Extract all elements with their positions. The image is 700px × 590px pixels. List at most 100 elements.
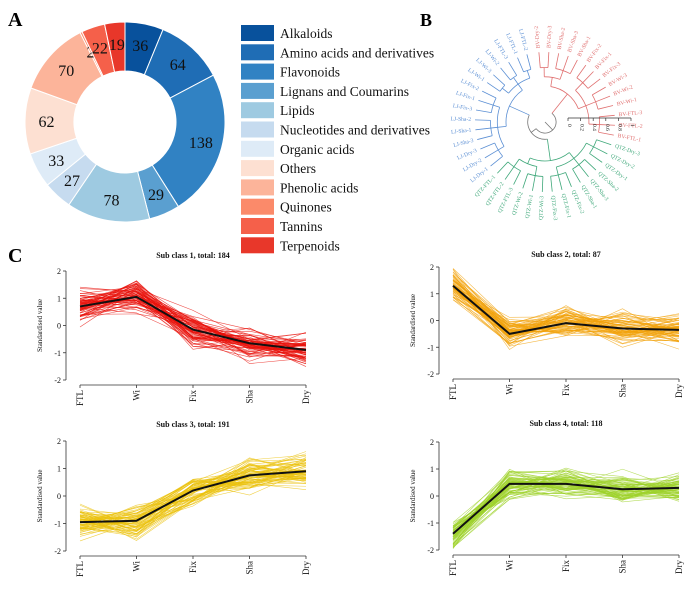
tree-branch bbox=[493, 75, 504, 85]
legend-label: Nucleotides and derivatives bbox=[280, 123, 430, 138]
tree-branch bbox=[514, 159, 519, 167]
legend-label: Tannins bbox=[280, 219, 323, 234]
tree-leaf-label: LJ-Sha-2 bbox=[450, 116, 471, 123]
profile-line bbox=[80, 304, 306, 367]
profile-line bbox=[80, 284, 306, 344]
tree-branch bbox=[569, 153, 574, 159]
tree-branch bbox=[480, 143, 494, 149]
tree-branch bbox=[498, 126, 507, 127]
tree-branch bbox=[556, 167, 558, 175]
tree-branch bbox=[477, 136, 492, 140]
tree-branch bbox=[558, 175, 562, 190]
x-tick-label: Fix bbox=[561, 384, 571, 397]
tree-branch bbox=[563, 56, 568, 71]
x-tick-label: Wi bbox=[132, 390, 142, 401]
y-tick-label: 0 bbox=[57, 322, 61, 331]
y-tick-label: 2 bbox=[57, 437, 61, 446]
tree-branch bbox=[592, 87, 605, 95]
legend-label: Lipids bbox=[280, 103, 315, 118]
tree-branch bbox=[498, 146, 504, 149]
tree-branch bbox=[517, 58, 523, 72]
tree-branch bbox=[487, 83, 500, 92]
x-tick-label: Dry bbox=[301, 561, 311, 575]
legend-swatch bbox=[241, 160, 274, 176]
tree-branch bbox=[599, 115, 614, 116]
scale-tick-label: 0 bbox=[566, 124, 572, 127]
panel-label-b: B bbox=[420, 10, 432, 30]
tree-leaf-label: BV-FTL-1 bbox=[617, 133, 642, 143]
tree-branch bbox=[548, 52, 549, 67]
legend-label: Phenolic acids bbox=[280, 180, 358, 195]
x-tick-label: Sha bbox=[245, 390, 255, 404]
legend-label: Organic acids bbox=[280, 142, 354, 157]
tree-leaf-label: BV-Wi-2 bbox=[613, 84, 634, 97]
scale-tick-label: 0.2 bbox=[579, 124, 585, 131]
y-tick-label: -2 bbox=[427, 546, 434, 555]
tree-branch bbox=[585, 159, 596, 170]
legend-label: Flavonoids bbox=[280, 65, 340, 80]
legend-swatch bbox=[241, 64, 274, 80]
x-tick-label: Sha bbox=[618, 560, 628, 574]
y-tick-label: -2 bbox=[54, 376, 61, 385]
tree-branch bbox=[485, 150, 498, 158]
tree-branch bbox=[570, 60, 577, 74]
donut-value-label: 78 bbox=[103, 192, 119, 209]
tree-branch bbox=[528, 158, 530, 164]
tree-branch bbox=[531, 129, 536, 133]
tree-branch bbox=[599, 132, 614, 135]
legend-swatch bbox=[241, 199, 274, 215]
y-tick-label: -1 bbox=[427, 519, 434, 528]
panel-label-a: A bbox=[8, 9, 23, 31]
subplot-title: Sub class 2, total: 87 bbox=[531, 250, 601, 259]
tree-branch bbox=[482, 91, 496, 98]
tree-branch bbox=[588, 79, 600, 89]
legend-swatch bbox=[241, 237, 274, 253]
y-tick-label: 2 bbox=[430, 438, 434, 447]
subplot-title: Sub class 4, total: 118 bbox=[529, 419, 602, 428]
tree-leaf-label: BV-Wi-1 bbox=[616, 97, 637, 108]
legend-swatch bbox=[241, 25, 274, 41]
tree-branch bbox=[566, 172, 572, 186]
x-tick-label: Fix bbox=[561, 560, 571, 573]
legend-label: Lignans and Coumarins bbox=[280, 84, 409, 99]
tree-leaf-label: LJ-Fix-3 bbox=[452, 103, 473, 112]
tree-branch bbox=[493, 105, 499, 107]
legend-swatch bbox=[241, 218, 274, 234]
tree-branch bbox=[476, 110, 491, 113]
x-tick-label: Sha bbox=[245, 561, 255, 575]
tree-branch bbox=[491, 127, 498, 128]
tree-leaf-label: BV-Dry-3 bbox=[546, 25, 553, 48]
tree-branch bbox=[475, 128, 490, 130]
y-tick-label: -1 bbox=[54, 520, 61, 529]
tree-root bbox=[545, 122, 553, 130]
tree-leaf-label: QTZ-Fix-2 bbox=[570, 189, 585, 214]
tree-branch bbox=[590, 153, 603, 162]
tree-branch bbox=[523, 174, 528, 189]
legend-swatch bbox=[241, 83, 274, 99]
x-tick-label: FTL bbox=[75, 561, 85, 577]
donut-value-label: 138 bbox=[189, 135, 213, 152]
tree-branch bbox=[594, 147, 608, 154]
tree-leaf-label: QTZ-Fix-1 bbox=[560, 193, 572, 219]
tree-branch bbox=[501, 68, 511, 80]
tree-leaf-label: BV-Sha-2 bbox=[557, 27, 567, 50]
y-tick-label: -2 bbox=[54, 547, 61, 556]
subplot-title: Sub class 1, total: 184 bbox=[156, 251, 230, 260]
tree-branch bbox=[560, 71, 563, 80]
scale-tick-label: 0.8 bbox=[616, 124, 622, 131]
y-axis-label: Standardised value bbox=[36, 469, 44, 522]
y-tick-label: -2 bbox=[427, 370, 434, 379]
legend-label: Amino acids and derivatives bbox=[280, 45, 434, 60]
tree-branch bbox=[579, 165, 589, 177]
tree-branch bbox=[491, 156, 503, 166]
tree-leaf-label: BV-Dry-2 bbox=[534, 25, 542, 48]
x-tick-label: Dry bbox=[674, 560, 684, 574]
legend-swatch bbox=[241, 179, 274, 195]
legend-swatch bbox=[241, 141, 274, 157]
